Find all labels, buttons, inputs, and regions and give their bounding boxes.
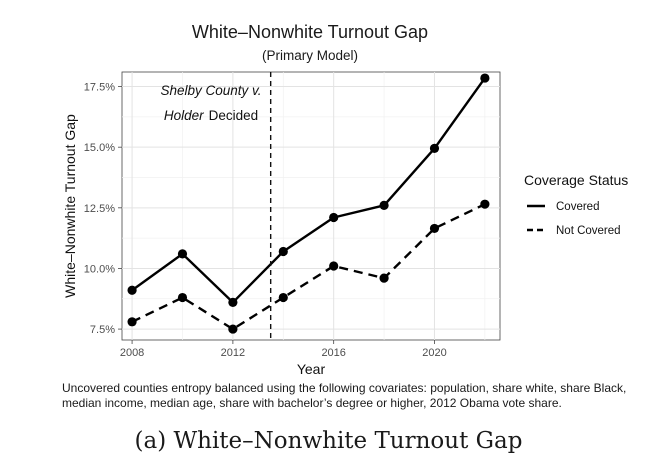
data-point-not-covered	[480, 199, 490, 209]
series-line-not-covered	[131, 203, 486, 331]
series-line-covered	[131, 77, 486, 304]
chart-title: White–Nonwhite Turnout Gap	[191, 22, 429, 42]
y-axis-label: White–Nonwhite Turnout Gap	[62, 114, 78, 298]
x-axis-label: Year	[297, 361, 326, 377]
legend-title: Coverage Status	[524, 172, 628, 188]
line-chart: 7.5% 10.0% 12.5% 15.0% 17.5% 2008 2012 2016 202…	[62, 71, 628, 377]
y-tick-label: 12.5%	[84, 203, 115, 215]
footnote: Uncovered counties entropy balanced usin…	[62, 381, 627, 410]
data-point-not-covered	[177, 292, 188, 303]
data-point-not-covered	[429, 223, 440, 234]
annotation-decided: Decided	[209, 108, 259, 123]
annotation-line2: Holder Decided	[164, 108, 258, 123]
data-point-covered	[329, 212, 339, 223]
data-point-not-covered	[127, 317, 137, 327]
x-tick-label: 2020	[422, 347, 446, 359]
legend-label-not-covered: Not Covered	[556, 225, 621, 237]
data-point-covered	[429, 143, 440, 153]
data-point-covered	[278, 246, 288, 257]
legend: Coverage Status Covered Not Covered	[524, 172, 628, 237]
data-point-not-covered	[379, 273, 389, 283]
y-tick-label: 7.5%	[90, 324, 115, 336]
data-point-not-covered	[278, 292, 288, 303]
figure-caption: (a) White–Nonwhite Turnout Gap	[134, 428, 523, 454]
x-tick-label: 2008	[120, 347, 144, 359]
data-point-not-covered	[228, 324, 238, 334]
data-point-not-covered	[329, 261, 339, 271]
data-point-covered	[379, 200, 389, 210]
data-point-covered	[127, 285, 137, 295]
annotation-holder: Holder	[164, 108, 204, 123]
x-tick-label: 2016	[321, 347, 345, 359]
x-axis-ticks: 2008 2012 2016 2020	[120, 340, 447, 359]
y-tick-label: 10.0%	[84, 263, 115, 275]
data-point-covered	[480, 73, 490, 83]
y-tick-label: 15.0%	[84, 142, 115, 154]
data-point-covered	[228, 297, 238, 308]
series-group	[127, 73, 490, 334]
y-tick-label: 17.5%	[84, 82, 115, 94]
x-tick-label: 2012	[221, 347, 245, 359]
annotation-line1: Shelby County v.	[160, 83, 261, 98]
y-axis-ticks: 7.5% 10.0% 12.5% 15.0% 17.5%	[84, 82, 122, 336]
chart-subtitle: (Primary Model)	[261, 48, 358, 63]
data-point-covered	[177, 249, 188, 259]
legend-label-covered: Covered	[556, 201, 599, 213]
